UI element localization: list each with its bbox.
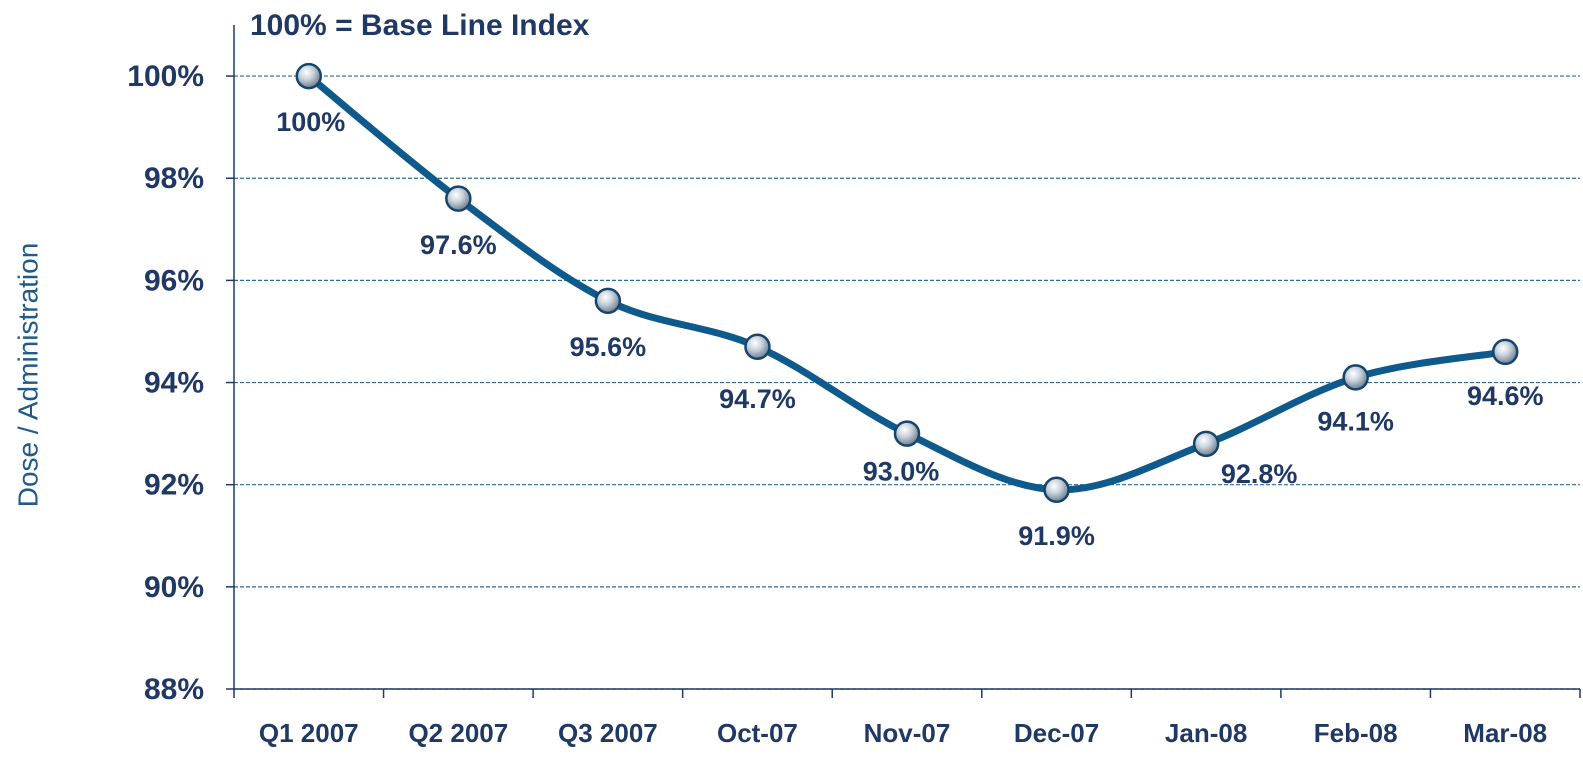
data-label: 94.1% xyxy=(1317,407,1394,437)
x-tick-label: Oct-07 xyxy=(717,718,798,748)
y-tick-label: 88% xyxy=(144,673,204,706)
data-label: 94.7% xyxy=(719,384,796,414)
y-tick-label: 96% xyxy=(144,264,204,297)
y-tick-label: 92% xyxy=(144,469,204,502)
data-point xyxy=(1491,338,1519,366)
data-label: 97.6% xyxy=(420,230,497,260)
x-tick-label: Nov-07 xyxy=(864,718,951,748)
data-point xyxy=(594,287,622,315)
y-tick-label: 94% xyxy=(144,366,204,399)
data-label: 95.6% xyxy=(570,332,647,362)
x-tick-label: Q2 2007 xyxy=(408,718,508,748)
y-tick-label: 98% xyxy=(144,162,204,195)
y-axis-label: Dose / Administration xyxy=(12,243,43,508)
data-point xyxy=(295,62,323,90)
data-point xyxy=(893,420,921,447)
x-tick-label: Q3 2007 xyxy=(558,718,658,748)
x-tick-label: Dec-07 xyxy=(1014,718,1099,748)
data-point xyxy=(1043,476,1070,504)
data-point xyxy=(445,185,472,212)
y-tick-label: 100% xyxy=(127,60,204,93)
data-point xyxy=(744,333,771,361)
data-point xyxy=(1192,430,1220,458)
data-label: 100% xyxy=(276,107,345,137)
data-label: 92.8% xyxy=(1221,459,1298,489)
x-tick-label: Mar-08 xyxy=(1463,718,1547,748)
data-label: 93.0% xyxy=(863,457,940,487)
data-label: 91.9% xyxy=(1018,521,1095,551)
y-tick-label: 90% xyxy=(144,571,204,604)
data-point xyxy=(1342,364,1369,391)
data-label: 94.6% xyxy=(1467,381,1544,411)
x-tick-label: Jan-08 xyxy=(1165,718,1247,748)
chart-title: 100% = Base Line Index xyxy=(250,9,590,42)
x-tick-label: Feb-08 xyxy=(1314,718,1398,748)
x-tick-label: Q1 2007 xyxy=(259,718,359,748)
